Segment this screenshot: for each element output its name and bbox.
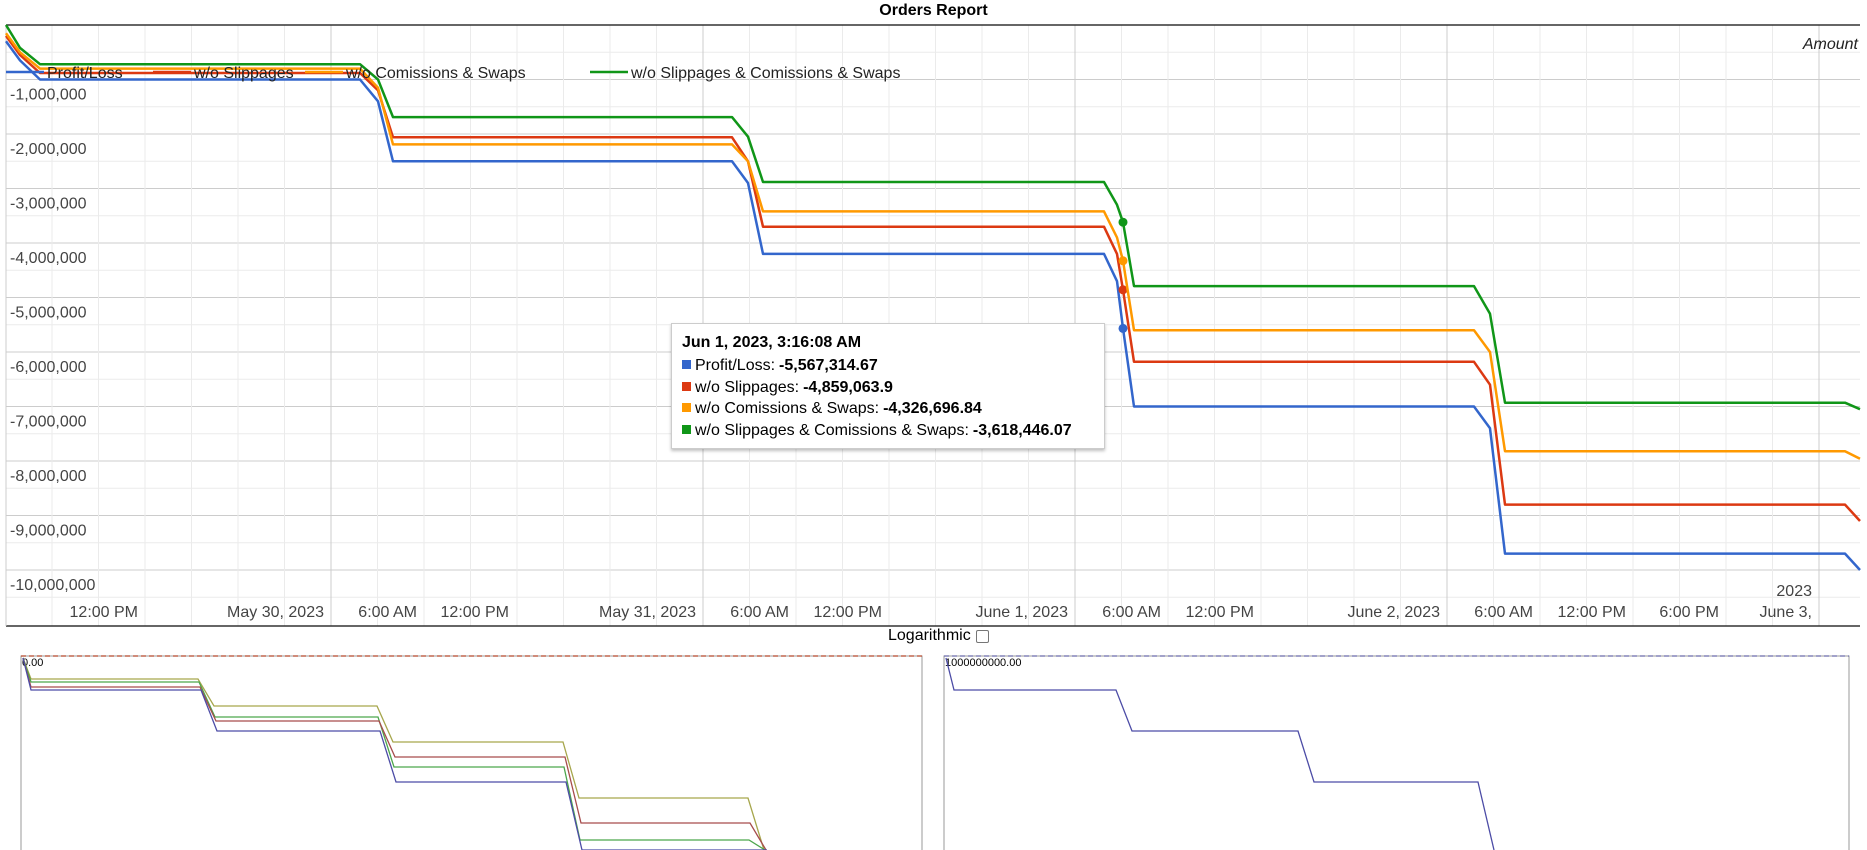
legend-item-label[interactable]: w/o Comissions & Swaps — [345, 65, 526, 82]
x-tick-label: 12:00 PM — [441, 604, 509, 621]
logarithmic-label: Logarithmic — [888, 627, 971, 644]
series-line[interactable] — [4, 40, 1861, 571]
x-tick-label: 12:00 PM — [814, 604, 882, 621]
y-tick-label: -9,000,000 — [10, 523, 87, 540]
x-tick-label: 6:00 AM — [1474, 604, 1533, 621]
tooltip-row-wo-all: w/o Slippages & Comissions & Swaps: -3,61… — [682, 420, 1094, 442]
y-tick-label: -8,000,000 — [10, 468, 87, 485]
x-tick-label: 12:00 PM — [1558, 604, 1626, 621]
hover-point[interactable] — [1118, 256, 1128, 266]
tooltip-title: Jun 1, 2023, 3:16:08 AM — [682, 334, 862, 351]
swatch-icon — [682, 403, 691, 412]
logarithmic-checkbox[interactable] — [975, 629, 989, 643]
mini-series-line — [22, 657, 766, 850]
x-tick-label: June 3, — [1760, 604, 1812, 621]
y-tick-label: -10,000,000 — [10, 577, 96, 594]
mini-charts: 0.00 1000000000.00 — [20, 655, 1850, 850]
mini-series-line — [22, 657, 767, 850]
x-tick-year-label: 2023 — [1776, 583, 1812, 600]
legend-item-label[interactable]: w/o Slippages — [193, 65, 294, 82]
y-tick-label: -7,000,000 — [10, 414, 87, 431]
mini-chart-frame — [943, 655, 1850, 850]
hover-tooltip: Jun 1, 2023, 3:16:08 AM Profit/Loss: -5,5… — [671, 323, 1105, 449]
swatch-icon — [682, 381, 691, 391]
mini-series-line — [22, 657, 765, 850]
x-tick-label: 6:00 AM — [730, 604, 789, 621]
y-tick-label: -6,000,000 — [10, 359, 87, 376]
mini-series-line — [945, 657, 1495, 850]
x-tick-label: 6:00 PM — [1659, 604, 1719, 621]
y-tick-label: -3,000,000 — [10, 196, 87, 213]
mini-series-line — [22, 657, 767, 850]
x-axis-labels: 12:00 PM May 30, 2023 6:00 AM 12:00 PM May 3… — [70, 583, 1813, 621]
y-tick-label: -5,000,000 — [10, 305, 87, 322]
logarithmic-toggle[interactable]: Logarithmic — [888, 626, 989, 646]
grid-lines — [5, 24, 1860, 627]
mini-chart-label: 0.00 — [22, 657, 43, 669]
tooltip-row-wo-comissions: w/o Comissions & Swaps: -4,326,696.84 — [682, 398, 1094, 420]
hover-point[interactable] — [1118, 323, 1128, 333]
swatch-icon — [682, 360, 691, 369]
legend-item-label[interactable]: Profit/Loss — [47, 65, 123, 82]
chart-title: Orders Report — [879, 2, 988, 19]
x-tick-label: 12:00 PM — [1186, 604, 1254, 621]
legend-item-label[interactable]: w/o Slippages & Comissions & Swaps — [630, 65, 900, 82]
series-line[interactable] — [4, 24, 1861, 411]
mini-chart-frame — [20, 655, 923, 850]
x-tick-label: 6:00 AM — [1102, 604, 1161, 621]
x-tick-label: May 31, 2023 — [599, 604, 696, 621]
hover-point[interactable] — [1118, 217, 1128, 227]
y-axis-title: Amount — [1802, 36, 1859, 53]
swatch-icon — [682, 424, 691, 434]
y-tick-label: -4,000,000 — [10, 250, 87, 267]
legend[interactable]: Profit/Loss w/o Slippages w/o Comissions &… — [6, 65, 900, 82]
x-tick-label: June 1, 2023 — [975, 604, 1068, 621]
x-tick-label: 12:00 PM — [70, 604, 138, 621]
hover-point[interactable] — [1118, 285, 1128, 295]
tooltip-row-profit-loss: Profit/Loss: -5,567,314.67 — [682, 355, 1094, 377]
x-tick-label: May 30, 2023 — [227, 604, 324, 621]
y-tick-label: -2,000,000 — [10, 141, 87, 158]
x-tick-label: June 2, 2023 — [1347, 604, 1440, 621]
tooltip-row-wo-slippages: w/o Slippages: -4,859,063.9 — [682, 377, 1094, 399]
x-tick-label: 6:00 AM — [358, 604, 417, 621]
y-axis-labels: -1,000,000 -2,000,000 -3,000,000 -4,000,000… — [10, 87, 96, 595]
mini-chart-label: 1000000000.00 — [945, 657, 1021, 669]
series-line[interactable] — [4, 32, 1861, 460]
y-tick-label: -1,000,000 — [10, 87, 87, 104]
